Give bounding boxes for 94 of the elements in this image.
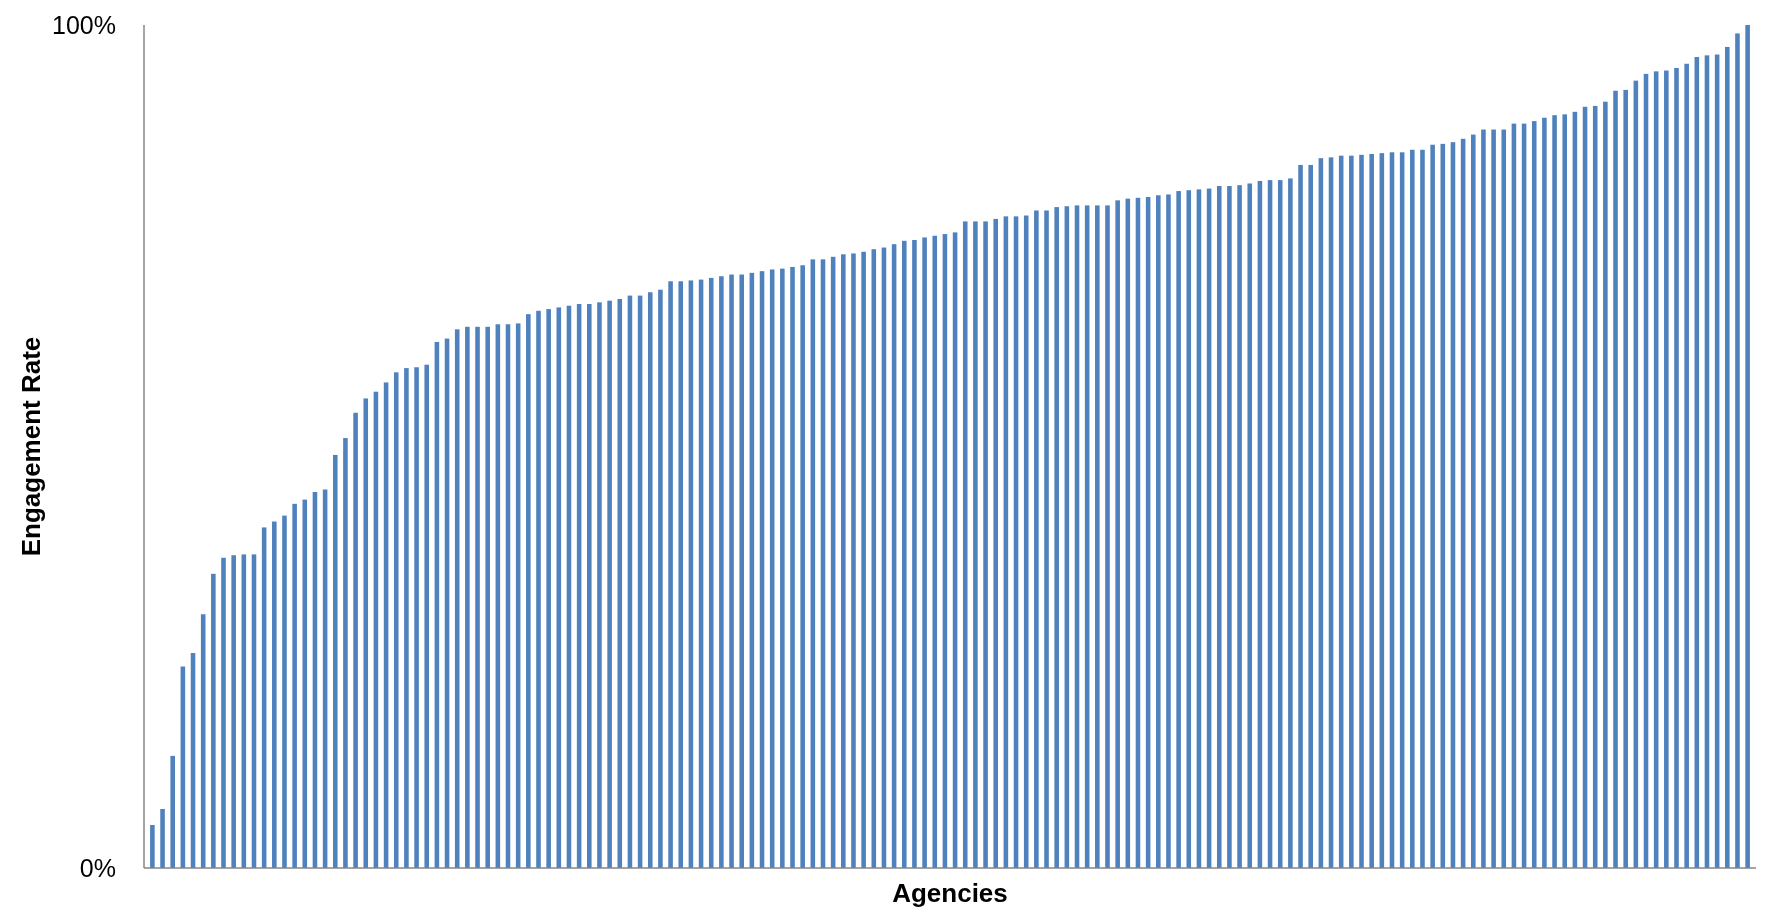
bar xyxy=(678,281,684,868)
bar xyxy=(780,268,785,868)
bar xyxy=(1166,194,1171,868)
bar xyxy=(546,309,551,868)
bar xyxy=(1745,25,1750,868)
bar xyxy=(1470,134,1476,868)
bar xyxy=(414,367,419,868)
y-tick-label: 100% xyxy=(52,10,116,39)
bar xyxy=(1034,210,1039,868)
bar xyxy=(332,454,338,868)
bar xyxy=(647,292,653,868)
bar xyxy=(1156,195,1161,868)
bar xyxy=(353,412,358,868)
bar xyxy=(1288,178,1293,868)
bar xyxy=(485,326,490,868)
bar xyxy=(922,237,927,868)
bar xyxy=(475,326,480,868)
bar xyxy=(343,438,348,868)
bar xyxy=(1613,90,1618,868)
bar xyxy=(1359,154,1364,868)
bar xyxy=(1531,121,1537,868)
bar xyxy=(424,364,430,868)
bar xyxy=(1216,186,1222,868)
bar xyxy=(526,314,531,868)
bar xyxy=(1725,46,1730,868)
bar xyxy=(1542,117,1547,868)
bar xyxy=(1277,180,1283,868)
bar xyxy=(1410,149,1415,868)
bar xyxy=(719,276,724,868)
bar xyxy=(1674,67,1679,868)
bar xyxy=(272,521,277,868)
bar xyxy=(404,368,409,868)
bar xyxy=(1237,185,1242,868)
bar xyxy=(221,557,226,868)
bar xyxy=(170,755,175,868)
bar xyxy=(1247,183,1253,868)
bar xyxy=(851,253,856,868)
y-tick-label: 0% xyxy=(79,853,116,882)
bar xyxy=(587,304,592,868)
bar xyxy=(1420,149,1425,868)
bar xyxy=(1481,129,1486,868)
bar xyxy=(1298,164,1303,868)
bar xyxy=(962,221,968,868)
bar xyxy=(932,235,938,868)
bar xyxy=(708,277,714,868)
bar xyxy=(1430,144,1435,868)
bar xyxy=(1491,129,1496,868)
bar xyxy=(1349,155,1354,868)
bar xyxy=(1176,191,1181,868)
bar xyxy=(739,274,744,868)
x-axis-title: Agencies xyxy=(892,878,1008,908)
bar xyxy=(800,265,805,868)
bar xyxy=(1501,129,1507,868)
y-axis-title: Engagement Rate xyxy=(16,336,46,557)
bar xyxy=(912,239,917,868)
bar xyxy=(861,251,866,868)
bar xyxy=(465,326,470,868)
bar xyxy=(1735,33,1740,868)
bar xyxy=(1227,186,1232,868)
bar xyxy=(973,221,978,868)
bar xyxy=(393,372,399,868)
bar xyxy=(1054,207,1059,868)
bar xyxy=(607,300,612,868)
bar xyxy=(658,289,663,868)
bar xyxy=(211,573,216,868)
bar xyxy=(536,310,541,868)
bar xyxy=(1115,200,1120,868)
bar xyxy=(993,218,999,868)
bar xyxy=(292,503,297,868)
bar xyxy=(1552,115,1557,868)
bar xyxy=(983,221,988,868)
bar xyxy=(617,298,623,868)
bar xyxy=(363,398,369,868)
bar xyxy=(1186,190,1192,868)
bar xyxy=(1308,164,1313,868)
bar xyxy=(1664,70,1669,868)
bar xyxy=(729,274,734,868)
bar xyxy=(150,825,155,868)
bar xyxy=(1095,205,1100,868)
bar xyxy=(901,240,907,868)
bar xyxy=(1369,153,1374,868)
bar xyxy=(160,808,165,868)
bar xyxy=(1603,101,1608,868)
bar xyxy=(668,281,673,868)
bar xyxy=(1562,114,1568,868)
bar xyxy=(231,555,236,868)
bar xyxy=(841,254,846,868)
bar xyxy=(597,302,602,868)
bar xyxy=(1105,205,1110,868)
bar xyxy=(1044,210,1049,868)
bar xyxy=(1684,63,1689,868)
bar xyxy=(282,515,287,868)
bar xyxy=(1623,89,1628,868)
bar xyxy=(790,266,795,868)
